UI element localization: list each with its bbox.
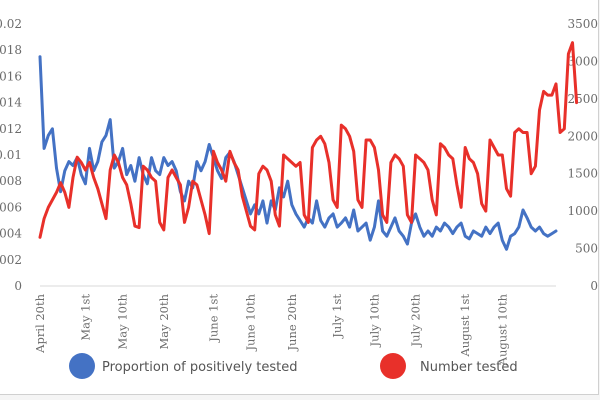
left-tick-label: 0.016 bbox=[0, 69, 22, 83]
left-tick-label: 0.02 bbox=[0, 17, 22, 31]
left-tick-label: 0.004 bbox=[0, 227, 22, 241]
legend-swatch bbox=[380, 353, 406, 379]
left-tick-label: 0 bbox=[14, 279, 22, 293]
x-tick-label: May 1st bbox=[78, 294, 92, 341]
left-tick-label: 0.01 bbox=[0, 148, 22, 162]
x-tick-label: July 20th bbox=[409, 293, 423, 347]
right-tick-label: 3500 bbox=[567, 17, 598, 31]
left-tick-label: 0.008 bbox=[0, 174, 22, 188]
left-tick-label: 0.012 bbox=[0, 122, 22, 136]
right-tick-label: 500 bbox=[575, 242, 598, 256]
proportion-positive-line bbox=[38, 55, 558, 251]
x-tick-label: June 20th bbox=[285, 293, 299, 351]
right-tick-label: 2500 bbox=[567, 92, 598, 106]
number-tested-line bbox=[38, 41, 579, 239]
series-layer bbox=[38, 41, 579, 251]
x-tick-label: May 20th bbox=[157, 293, 171, 349]
right-tick-label: 0 bbox=[590, 279, 598, 293]
left-y-axis: 0 0.002 0.004 0.006 0.008 0.01 0.012 0.014 0.016… bbox=[0, 17, 22, 293]
legend-swatch bbox=[69, 353, 95, 379]
right-tick-label: 1500 bbox=[567, 167, 598, 181]
right-tick-label: 2000 bbox=[567, 129, 598, 143]
x-tick-label: August 10th bbox=[495, 293, 509, 366]
x-tick-label: June 10th bbox=[244, 293, 258, 351]
left-tick-label: 0.006 bbox=[0, 200, 22, 214]
x-axis: April 20th May 1st May 10th May 20th June 1s… bbox=[33, 285, 556, 366]
legend-label: Number tested bbox=[420, 360, 518, 375]
left-tick-label: 0.014 bbox=[0, 96, 22, 110]
x-tick-label: July 10th bbox=[367, 293, 381, 347]
x-tick-label: August 1st bbox=[458, 294, 472, 358]
right-tick-label: 1000 bbox=[567, 204, 598, 218]
legend: Proportion of positively tested Number te… bbox=[69, 353, 518, 379]
x-tick-label: June 1st bbox=[206, 294, 220, 343]
legend-label: Proportion of positively tested bbox=[102, 360, 298, 375]
left-tick-label: 0.002 bbox=[0, 253, 22, 267]
x-tick-label: May 10th bbox=[116, 293, 130, 349]
left-tick-label: 0.018 bbox=[0, 43, 22, 57]
x-tick-label: July 1st bbox=[330, 294, 344, 339]
x-tick-label: April 20th bbox=[33, 293, 47, 353]
